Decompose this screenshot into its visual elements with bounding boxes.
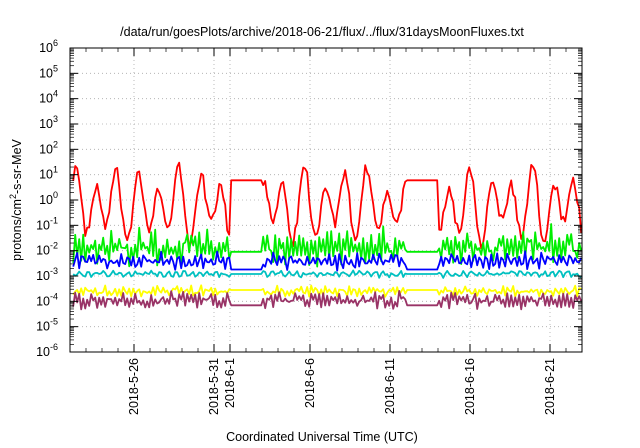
series-line-2 — [72, 223, 583, 268]
x-tick-label: 2018-6-6 — [303, 358, 317, 408]
x-tick-label: 2018-5-31 — [207, 358, 221, 415]
series-line-6 — [72, 290, 583, 311]
series-line-3 — [72, 250, 583, 272]
x-axis-ticks: 2018-5-26 2018-5-31 2018-6-1 2018-6-6 2018-6… — [85, 48, 567, 415]
series-line-1 — [72, 161, 583, 250]
series-group — [72, 161, 583, 311]
chart-title: /data/run/goesPlots/archive/2018-06-21/f… — [120, 25, 524, 39]
x-axis-label: Coordinated Universal Time (UTC) — [226, 430, 418, 444]
x-tick-label: 2018-6-11 — [383, 358, 397, 414]
series-line-4 — [72, 269, 582, 279]
series-line-5 — [72, 284, 582, 298]
x-tick-label: 2018-6-16 — [463, 358, 477, 415]
x-tick-label: 2018-5-26 — [127, 358, 141, 415]
x-tick-label: 2018-6-21 — [543, 358, 557, 415]
y-axis-label: protons/cm2-s-sr-MeV — [8, 138, 24, 260]
x-tick-label: 2018-6-1 — [223, 358, 237, 408]
